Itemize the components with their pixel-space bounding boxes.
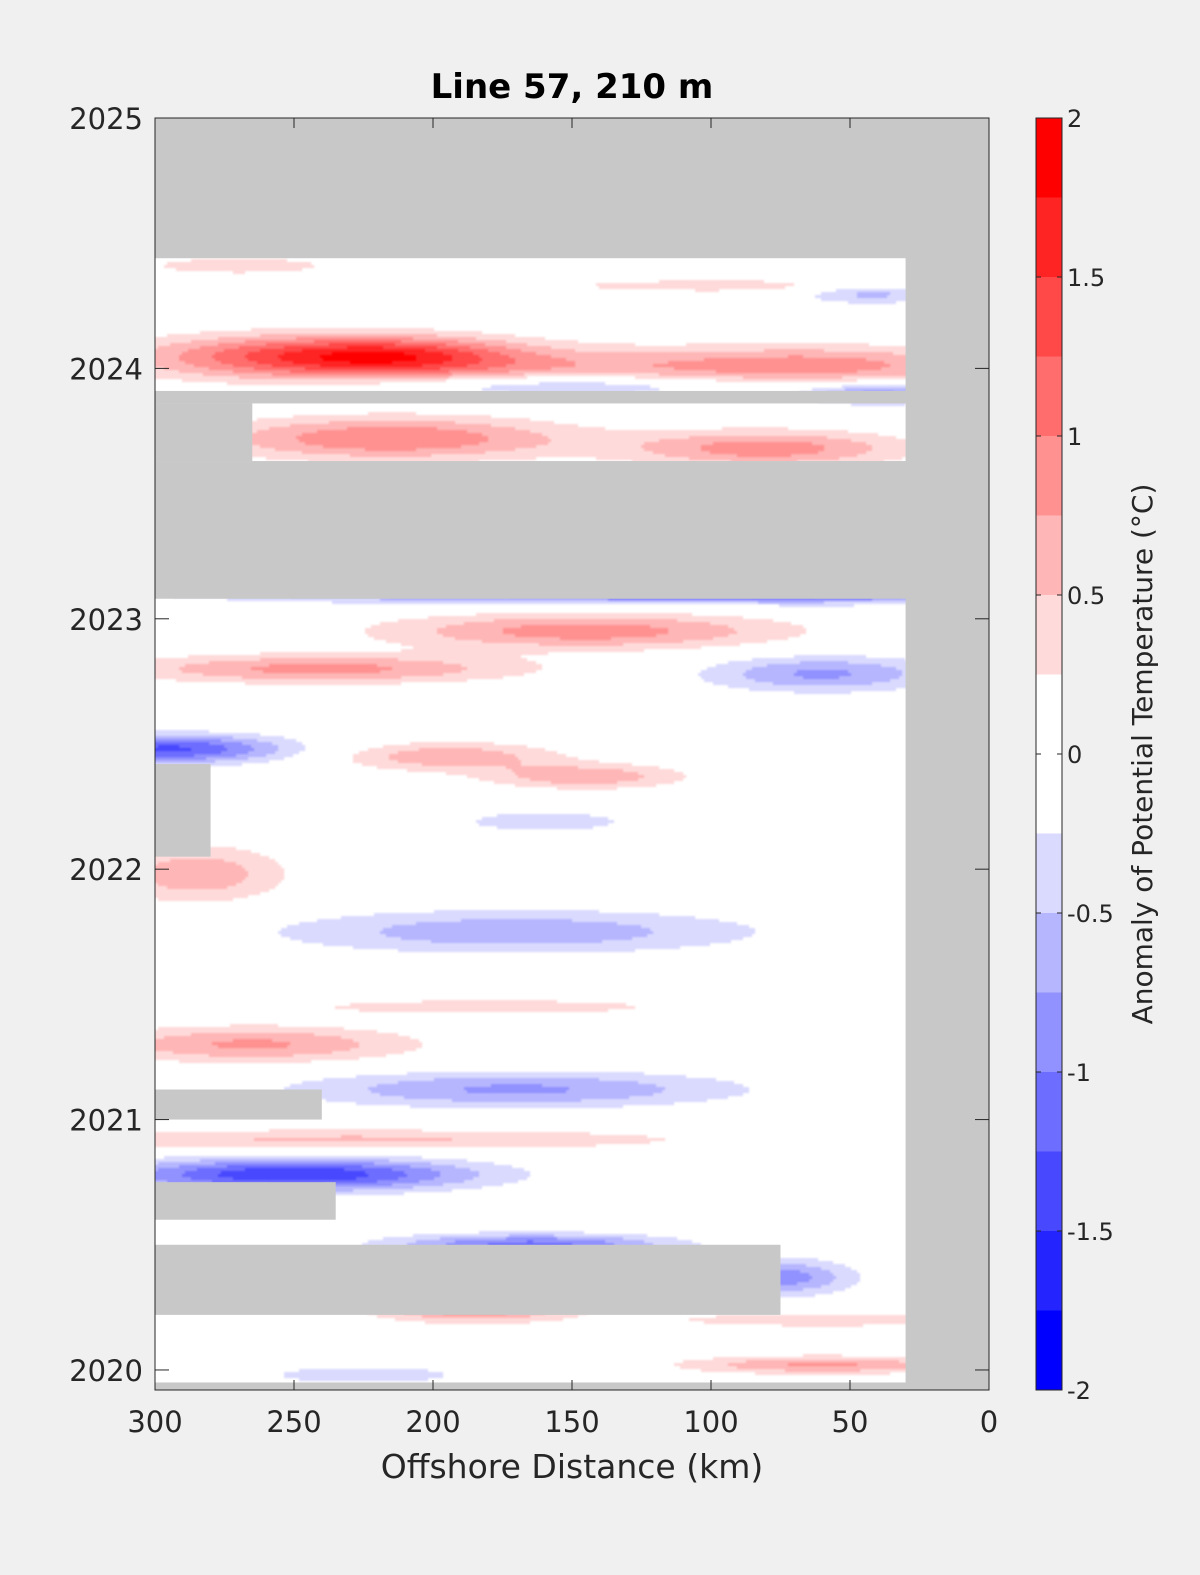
colorbar-tick-label: 1.5 xyxy=(1067,264,1105,292)
colorbar-tick-label: -2 xyxy=(1067,1377,1091,1405)
colorbar-swatch xyxy=(1036,277,1062,357)
missing-data-region xyxy=(155,1244,781,1315)
y-tick-label: 2023 xyxy=(69,603,143,637)
colorbar-swatch xyxy=(1036,1072,1062,1152)
colorbar-swatch xyxy=(1036,913,1062,993)
colorbar-swatch xyxy=(1036,754,1062,834)
missing-data-region xyxy=(155,764,211,857)
colorbar-swatch xyxy=(1036,197,1062,277)
x-axis-label: Offshore Distance (km) xyxy=(381,1447,763,1486)
y-tick-label: 2020 xyxy=(69,1354,143,1388)
colorbar-swatch xyxy=(1036,595,1062,675)
colorbar-swatch xyxy=(1036,1231,1062,1311)
missing-data-region xyxy=(155,1182,336,1220)
colorbar: -2 -1.5 -1 -0.5 0 0.5 1 1.5 2 xyxy=(1035,105,1114,1405)
colorbar-swatch xyxy=(1036,118,1062,198)
x-tick-label: 200 xyxy=(405,1405,460,1439)
missing-data-region xyxy=(155,461,989,599)
missing-data-region xyxy=(155,403,253,462)
plot-area: 300 250 200 150 100 50 0 202020212022202320242… xyxy=(69,102,998,1439)
y-tick-label: 2025 xyxy=(69,102,143,136)
colorbar-tick-label: -0.5 xyxy=(1067,900,1114,928)
missing-data-region xyxy=(155,390,906,404)
x-tick-label: 300 xyxy=(127,1405,182,1439)
missing-data-region xyxy=(155,118,989,259)
y-tick-label: 2022 xyxy=(69,853,143,887)
x-tick-label: 250 xyxy=(266,1405,321,1439)
y-tick-label: 2021 xyxy=(69,1104,143,1138)
y-axis: 2020 2021 2022 2023 2024 2025 xyxy=(69,102,989,1388)
x-tick-label: 0 xyxy=(980,1405,998,1439)
missing-data-region xyxy=(905,118,989,1390)
colorbar-swatch xyxy=(1036,1151,1062,1231)
missing-data-region xyxy=(155,1089,322,1120)
x-tick-label: 100 xyxy=(683,1405,738,1439)
x-tick-label: 50 xyxy=(832,1405,869,1439)
colorbar-swatch xyxy=(1036,833,1062,913)
colorbar-tick-label: 2 xyxy=(1067,105,1082,133)
colorbar-tick-label: -1.5 xyxy=(1067,1218,1114,1246)
colorbar-swatch xyxy=(1036,356,1062,436)
x-tick-label: 150 xyxy=(544,1405,599,1439)
colorbar-label: Anomaly of Potential Temperature (°C) xyxy=(1126,484,1159,1025)
colorbar-tick-label: 0.5 xyxy=(1067,582,1105,610)
colorbar-swatch xyxy=(1036,992,1062,1072)
anomaly-heatmap xyxy=(155,118,989,1390)
colorbar-swatch xyxy=(1036,1310,1062,1390)
colorbar-swatch xyxy=(1036,515,1062,595)
colorbar-tick-label: 1 xyxy=(1067,423,1082,451)
colorbar-swatch xyxy=(1036,436,1062,516)
colorbar-swatch xyxy=(1036,674,1062,754)
colorbar-tick-label: 0 xyxy=(1067,741,1082,769)
missing-data-layer xyxy=(155,118,989,1390)
chart-title: Line 57, 210 m xyxy=(431,67,714,107)
x-axis: 300 250 200 150 100 50 0 xyxy=(127,118,998,1439)
colorbar-tick-label: -1 xyxy=(1067,1059,1091,1087)
y-tick-label: 2024 xyxy=(69,352,143,386)
